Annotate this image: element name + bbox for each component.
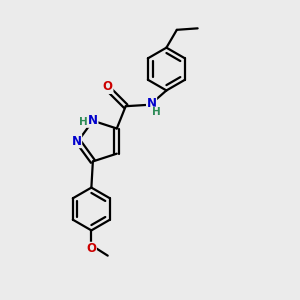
- Text: N: N: [88, 114, 98, 127]
- Text: H: H: [152, 107, 161, 117]
- Text: O: O: [103, 80, 113, 93]
- Text: N: N: [147, 97, 157, 110]
- Text: O: O: [86, 242, 96, 255]
- Text: N: N: [72, 135, 82, 148]
- Text: H: H: [79, 117, 88, 127]
